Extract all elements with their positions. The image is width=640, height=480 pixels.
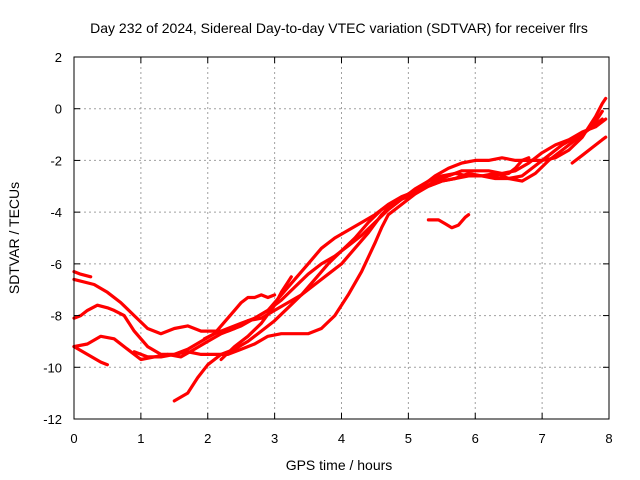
y-tick-label: -4 [50,205,62,220]
y-tick-label: -2 [50,153,62,168]
y-tick-label: 0 [55,102,62,117]
series-line-s11 [570,135,608,165]
series-line-s4 [72,96,608,362]
series-line-s10 [426,213,471,230]
y-tick-label: -8 [50,309,62,324]
x-tick-label: 6 [472,431,479,446]
y-tick-label: -10 [43,360,62,375]
x-tick-label: 5 [405,431,412,446]
series-line-s8 [219,275,293,362]
series-line-s3 [72,109,604,356]
y-tick-label: 2 [55,50,62,65]
grid-lines [74,57,609,419]
series-line-s6 [132,156,531,359]
x-tick-label: 8 [605,431,612,446]
series-line-s1 [72,270,93,279]
series-line-s5 [72,345,109,367]
chart-title: Day 232 of 2024, Sidereal Day-to-day VTE… [90,20,588,36]
y-tick-label: -12 [43,412,62,427]
x-tick-label: 0 [70,431,77,446]
x-tick-label: 2 [204,431,211,446]
x-tick-label: 7 [539,431,546,446]
series-line-s2 [72,117,604,336]
series-line-s9 [202,293,277,341]
x-tick-label: 3 [271,431,278,446]
series-line-s7 [172,117,608,403]
axis-ticks: 0 1 2 3 4 5 6 7 8 -12 -10 -8 -6 -4 -2 0 2 [43,50,612,446]
x-tick-label: 1 [137,431,144,446]
y-axis-label: SDTVAR / TECUs [6,182,22,294]
series-group [72,96,608,403]
x-tick-label: 4 [338,431,345,446]
x-axis-label: GPS time / hours [286,457,393,473]
y-tick-label: -6 [50,257,62,272]
